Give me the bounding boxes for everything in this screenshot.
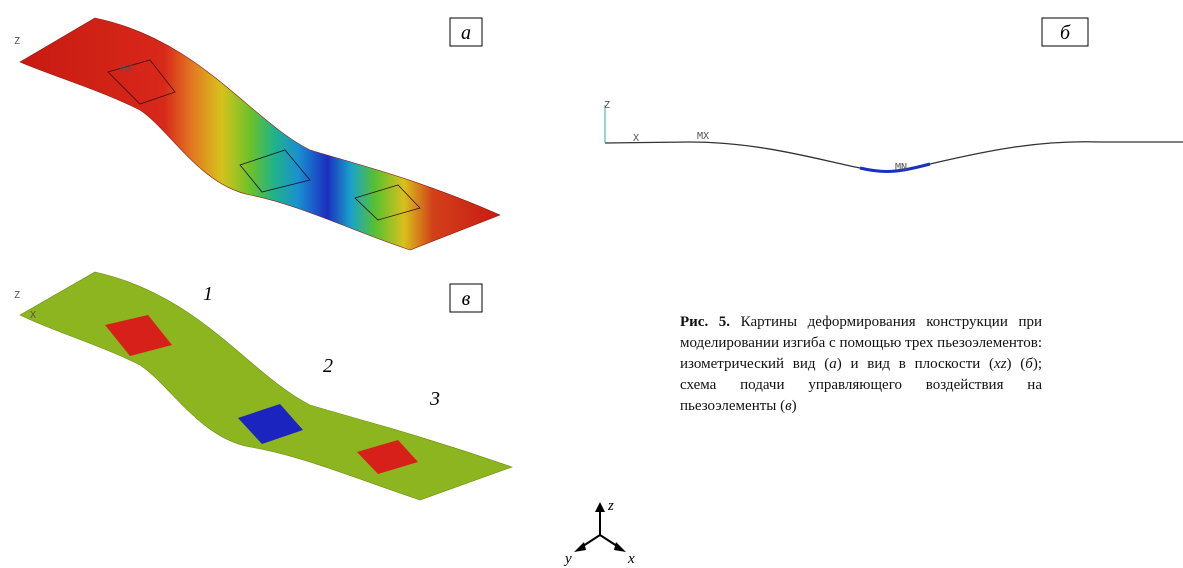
element-number: 2 (323, 355, 333, 377)
caption-italic: б (1025, 356, 1033, 372)
axis-triad (580, 510, 620, 548)
axis-label: Z (14, 36, 20, 47)
min-label: MN (895, 162, 907, 173)
element-number: 1 (203, 283, 213, 305)
caption-italic: xz (994, 356, 1007, 372)
panel-label: в (462, 288, 471, 310)
profile-line (605, 142, 1183, 172)
axis-label: X (30, 310, 36, 321)
max-label: MX (697, 131, 709, 142)
panel-label: б (1060, 22, 1071, 44)
caption-label: Рис. 5. (680, 314, 730, 330)
caption-italic: а (829, 356, 837, 372)
caption: Рис. 5. Картины деформирования конструкц… (680, 312, 1042, 417)
axis-label: z (607, 498, 614, 514)
max-label: MX (120, 64, 132, 75)
caption-text: ) ( (1007, 356, 1026, 372)
element-number: 3 (429, 388, 440, 410)
caption-text: ) и вид в плоскости ( (837, 356, 994, 372)
panel-label: а (461, 22, 471, 44)
axis-label: y (563, 551, 572, 567)
figure-graphics: Z MX а Z X MX MN б Z X 1 2 3 в z y x (0, 0, 1183, 568)
axis-label: Z (14, 290, 20, 301)
figure: Z MX а Z X MX MN б Z X 1 2 3 в z y x Рис… (0, 0, 1183, 568)
plate (20, 272, 512, 500)
axis-label: X (633, 133, 639, 144)
deformed-plate (20, 18, 500, 250)
axis-label: x (627, 551, 635, 567)
axis-label: Z (604, 100, 610, 111)
caption-text: ) (792, 398, 797, 414)
